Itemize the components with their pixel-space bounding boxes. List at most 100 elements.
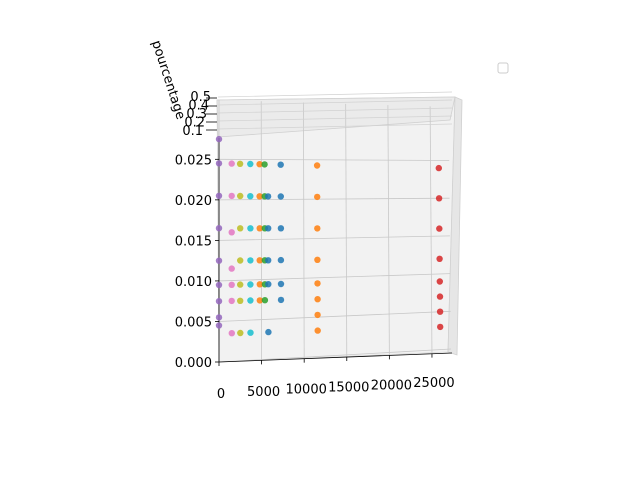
data-point bbox=[247, 225, 254, 232]
data-point bbox=[314, 225, 321, 232]
data-point bbox=[435, 195, 443, 202]
depth-gridline bbox=[217, 107, 453, 114]
z-axis-label: pourcentage bbox=[148, 39, 188, 122]
side-pane bbox=[447, 96, 463, 356]
x-gridline bbox=[387, 105, 390, 356]
z-gridline bbox=[218, 273, 451, 282]
z-tick-label: 0.020 bbox=[175, 194, 212, 209]
z-tick-label: 0.010 bbox=[175, 275, 212, 290]
x-gridline bbox=[345, 103, 348, 358]
depth-axis-ticks: 0.10.20.30.40.5 bbox=[182, 90, 217, 139]
z-gridline bbox=[218, 310, 451, 322]
data-point bbox=[314, 280, 321, 287]
data-point bbox=[313, 162, 321, 169]
data-point bbox=[256, 257, 263, 264]
z-gridline bbox=[218, 158, 450, 161]
depth-gridline bbox=[217, 91, 453, 98]
data-point bbox=[215, 225, 223, 232]
data-point bbox=[277, 193, 284, 200]
z-gridline bbox=[218, 197, 450, 201]
data-point bbox=[247, 297, 254, 304]
data-point bbox=[215, 314, 223, 321]
z-tick-label: 0.005 bbox=[175, 315, 212, 330]
depth-gridline bbox=[217, 123, 453, 130]
data-point bbox=[256, 193, 263, 200]
data-point bbox=[265, 328, 272, 336]
data-point bbox=[264, 193, 272, 200]
data-point bbox=[215, 135, 223, 143]
data-point bbox=[256, 297, 263, 304]
z-tick-label: 0.015 bbox=[175, 234, 212, 249]
data-point bbox=[228, 160, 235, 167]
data-point bbox=[247, 329, 254, 336]
data-point bbox=[247, 257, 254, 264]
data-point bbox=[277, 256, 285, 264]
data-point bbox=[256, 161, 263, 168]
data-point bbox=[215, 257, 223, 264]
data-point bbox=[256, 281, 263, 288]
z-tick-label: 0.000 bbox=[175, 356, 212, 371]
data-point bbox=[215, 160, 223, 167]
data-point bbox=[215, 192, 223, 199]
x-gridline bbox=[303, 102, 305, 359]
data-point bbox=[437, 323, 444, 331]
data-point bbox=[237, 257, 244, 264]
z-gridline bbox=[218, 235, 450, 241]
x-tick-label: 25000 bbox=[413, 376, 454, 391]
depth-gridline bbox=[217, 115, 453, 122]
x-tick-label: 5000 bbox=[247, 385, 280, 400]
data-point bbox=[436, 308, 444, 315]
data-point bbox=[228, 265, 235, 272]
data-point bbox=[237, 329, 244, 337]
depth-tick-label: 0.4 bbox=[188, 99, 209, 114]
depth-gridline bbox=[217, 99, 453, 106]
data-point bbox=[436, 225, 443, 232]
data-point bbox=[256, 225, 263, 232]
data-point bbox=[237, 297, 244, 304]
data-point bbox=[215, 298, 223, 305]
data-point bbox=[237, 192, 244, 200]
data-point bbox=[314, 296, 321, 303]
z-gridline bbox=[218, 348, 452, 363]
data-point bbox=[228, 297, 235, 305]
data-point bbox=[228, 281, 235, 288]
data-point bbox=[215, 281, 223, 289]
data-point bbox=[436, 255, 443, 262]
data-point bbox=[277, 280, 285, 288]
data-point bbox=[237, 225, 244, 232]
data-point bbox=[247, 193, 254, 200]
data-point bbox=[228, 229, 235, 236]
depth-tick-label: 0.2 bbox=[184, 116, 205, 131]
top-pane bbox=[216, 96, 456, 138]
data-point bbox=[314, 327, 321, 334]
x-axis-line bbox=[218, 352, 453, 363]
data-point bbox=[435, 164, 442, 172]
data-point bbox=[261, 297, 269, 304]
data-point bbox=[277, 296, 285, 304]
data-point bbox=[265, 257, 272, 264]
x-axis-ticks: 0 5000 10000 15000 20000 25000 bbox=[217, 353, 455, 402]
data-point bbox=[237, 281, 244, 288]
depth-tick-label: 0.5 bbox=[190, 90, 211, 105]
x-tick-label: 0 bbox=[217, 387, 225, 402]
x-gridline bbox=[429, 106, 433, 354]
data-point bbox=[261, 161, 268, 168]
x-tick-label: 15000 bbox=[328, 381, 369, 396]
x-tick-label: 10000 bbox=[286, 383, 327, 398]
x-tick-label: 20000 bbox=[371, 378, 412, 393]
data-point bbox=[247, 281, 254, 288]
z-tick-label: 0.025 bbox=[175, 153, 212, 168]
data-point bbox=[436, 278, 443, 285]
data-point bbox=[228, 330, 235, 337]
data-point bbox=[265, 281, 272, 288]
depth-tick-label: 0.3 bbox=[186, 107, 207, 122]
data-point bbox=[247, 160, 254, 168]
data-point bbox=[277, 225, 285, 232]
data-point bbox=[277, 161, 284, 168]
data-point bbox=[314, 256, 321, 263]
data-point bbox=[215, 322, 223, 329]
depth-tick-label: 0.1 bbox=[182, 124, 203, 139]
data-points bbox=[215, 135, 444, 337]
legend-box[interactable] bbox=[497, 62, 509, 74]
